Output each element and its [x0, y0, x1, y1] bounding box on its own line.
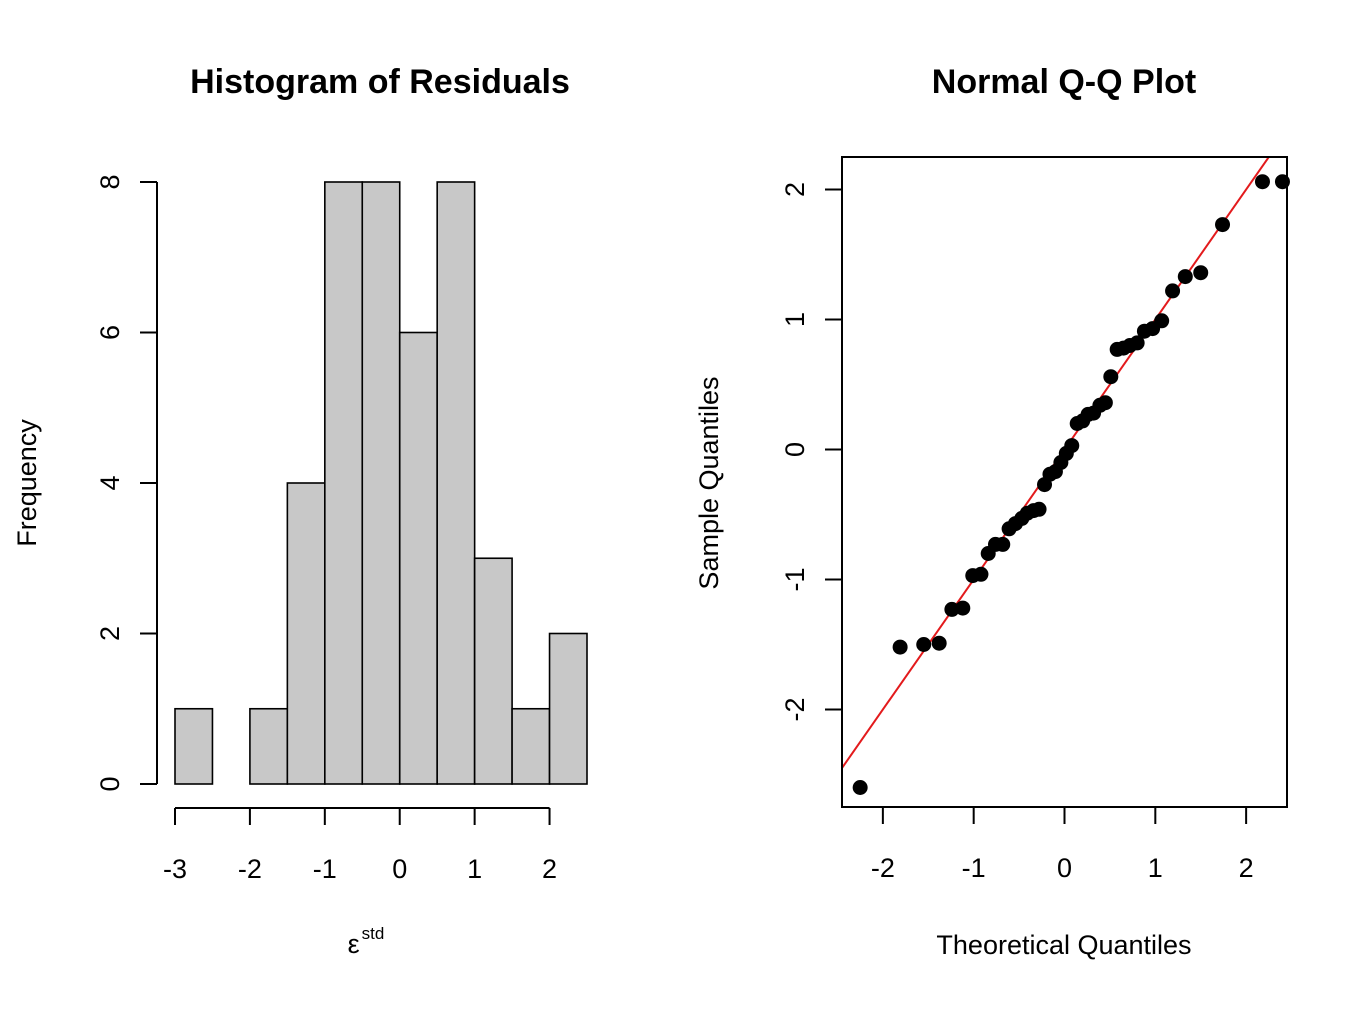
- qq-point: [955, 600, 971, 616]
- histogram-y-tick-label: 4: [95, 475, 125, 490]
- histogram-x-ticks: -3 -2 -1 0 1 2: [163, 808, 557, 884]
- histogram-y-label: Frequency: [12, 419, 42, 547]
- histogram-bars: [174, 181, 588, 785]
- qq-point: [1193, 265, 1209, 281]
- qq-x-tick-label: -2: [871, 853, 895, 883]
- qq-point: [892, 639, 908, 655]
- histogram-x-tick-label: -1: [313, 854, 337, 884]
- qq-point: [1031, 501, 1047, 517]
- histogram-bar: [436, 181, 476, 785]
- qq-point: [931, 635, 947, 651]
- qq-reference-line: [842, 157, 1271, 770]
- qq-point: [1215, 217, 1231, 233]
- qq-y-ticks: -2 -1 0 1 2: [780, 182, 842, 722]
- qq-point: [1177, 269, 1193, 285]
- qq-point: [1154, 313, 1170, 329]
- qq-point: [1129, 335, 1145, 351]
- histogram-x-tick-label: -3: [163, 854, 187, 884]
- qq-point: [916, 637, 932, 652]
- histogram-bar: [324, 181, 364, 785]
- qq-x-tick-label: 0: [1057, 853, 1072, 883]
- histogram-y-tick-label: 2: [95, 626, 125, 641]
- qq-point: [973, 566, 989, 582]
- histogram-panel: Histogram of Residuals -3 -2 -1 0 1 2 0 2 4 6 8 ε…: [12, 63, 588, 959]
- histogram-x-label: ε std: [348, 924, 385, 959]
- qq-y-tick-label: 0: [780, 442, 810, 457]
- qq-x-ticks: -2 -1 0 1 2: [871, 807, 1254, 883]
- qq-y-tick-label: -1: [780, 567, 810, 591]
- histogram-bar: [511, 707, 551, 785]
- qq-point: [852, 780, 868, 795]
- histogram-bar: [361, 181, 401, 785]
- histogram-y-tick-label: 8: [95, 174, 125, 189]
- qq-y-tick-label: 2: [780, 182, 810, 197]
- histogram-title: Histogram of Residuals: [190, 63, 570, 101]
- histogram-bar: [286, 482, 326, 785]
- histogram-y-tick-label: 0: [95, 776, 125, 791]
- qq-point: [1097, 395, 1113, 411]
- histogram-x-label-base: ε: [348, 929, 360, 959]
- qq-point: [1165, 283, 1181, 299]
- histogram-x-tick-label: 2: [542, 854, 557, 884]
- qq-y-tick-label: -2: [780, 697, 810, 721]
- histogram-x-tick-label: 0: [392, 854, 407, 884]
- histogram-y-tick-label: 6: [95, 325, 125, 340]
- qq-point: [1254, 174, 1270, 190]
- qq-x-tick-label: 2: [1239, 853, 1254, 883]
- histogram-bar: [249, 707, 289, 785]
- qq-x-label: Theoretical Quantiles: [936, 930, 1191, 960]
- histogram-x-label-sup: std: [362, 924, 385, 943]
- qq-y-tick-label: 1: [780, 312, 810, 327]
- histogram-bar: [473, 557, 513, 785]
- histogram-bar: [548, 632, 588, 785]
- qq-x-tick-label: 1: [1148, 853, 1163, 883]
- qq-y-label: Sample Quantiles: [694, 376, 724, 589]
- histogram-bar: [174, 707, 214, 785]
- histogram-x-tick-label: -2: [238, 854, 262, 884]
- qq-plot-box: [841, 156, 1288, 808]
- qq-x-tick-label: -1: [962, 853, 986, 883]
- qq-title: Normal Q-Q Plot: [932, 63, 1196, 101]
- qq-point: [944, 601, 960, 617]
- qq-point: [995, 536, 1011, 552]
- histogram-bar: [398, 331, 438, 785]
- qq-point: [1103, 369, 1119, 385]
- histogram-x-tick-label: 1: [467, 854, 482, 884]
- histogram-y-ticks: 0 2 4 6 8: [95, 174, 157, 792]
- qq-panel: Normal Q-Q Plot -2 -1 0 1 2 -2 -1 0 1 2 Theoreti…: [694, 63, 1290, 960]
- qq-points: [852, 174, 1290, 795]
- qq-point: [1064, 438, 1080, 454]
